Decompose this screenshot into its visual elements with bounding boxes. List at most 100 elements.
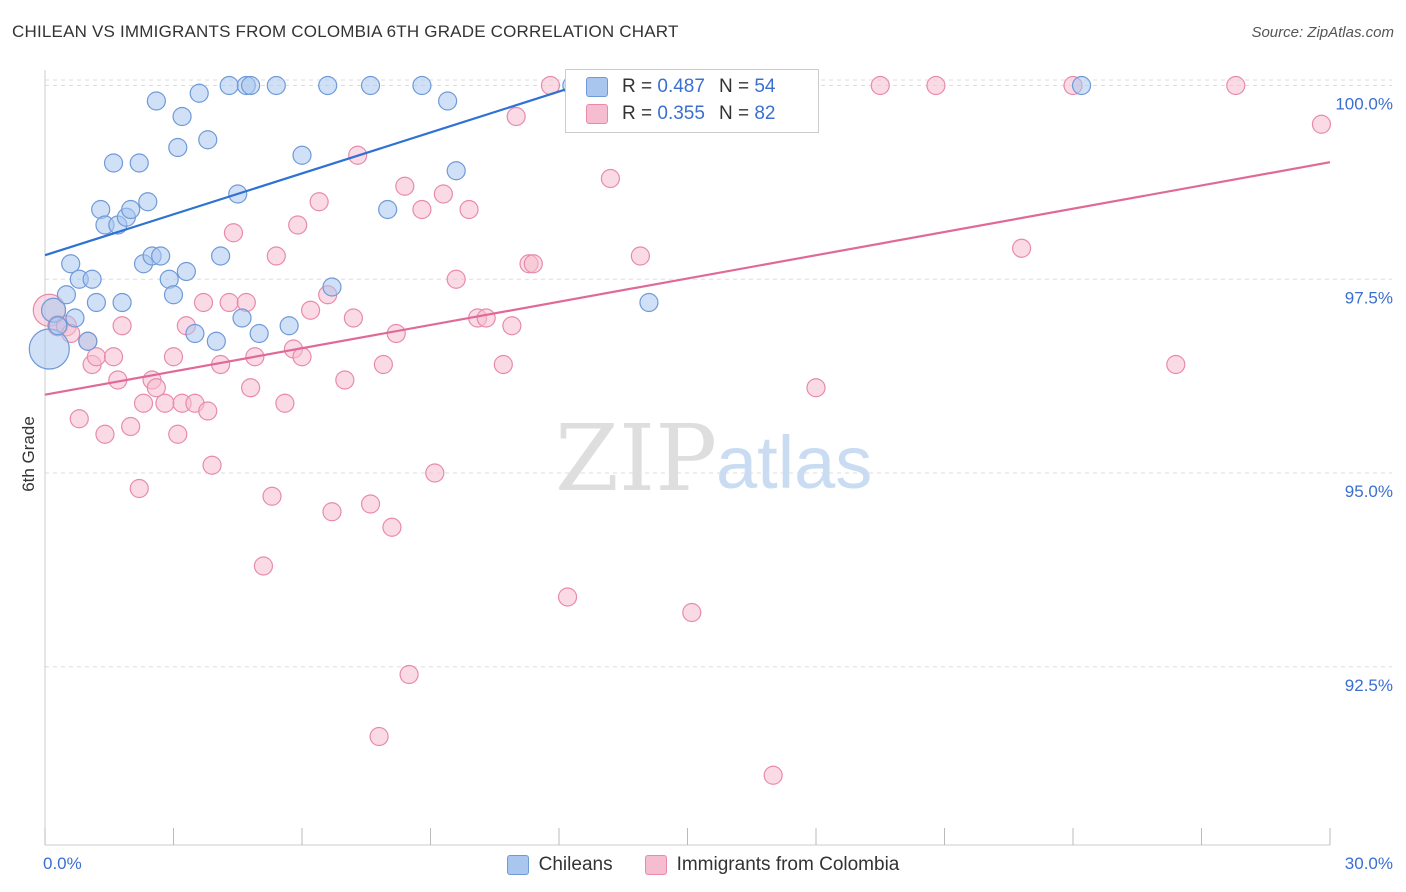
r-label: R = <box>622 103 653 124</box>
colombia-point <box>198 401 218 421</box>
r-value: 0.355 <box>657 103 705 124</box>
colombia-point <box>309 192 329 212</box>
x-tick-label: 0.0% <box>43 854 82 873</box>
r-value: 0.487 <box>657 76 705 97</box>
chileans-point <box>61 254 81 274</box>
colombia-point <box>476 308 496 328</box>
colombia-point <box>69 409 89 429</box>
chileans-point <box>206 331 226 351</box>
colombia-point <box>382 517 402 537</box>
colombia-point <box>133 393 154 413</box>
colombia-point <box>446 269 466 289</box>
colombia-point <box>600 168 621 189</box>
stats-row-colombia: R = 0.355 N = 82 <box>586 102 775 126</box>
y-tick-label: 97.5% <box>1345 288 1393 307</box>
colombia-point <box>630 246 650 266</box>
colombia-point <box>506 106 526 127</box>
source-label: Source: ZipAtlas.com <box>1251 24 1394 41</box>
chileans-point <box>48 316 68 336</box>
chileans-swatch <box>506 855 529 875</box>
colombia-point <box>146 378 166 398</box>
legend-item-colombia[interactable]: Immigrants from Colombia <box>644 854 900 876</box>
chileans-point <box>241 75 261 96</box>
colombia-point <box>202 455 222 475</box>
colombia-point <box>223 223 244 243</box>
colombia-point <box>806 378 826 398</box>
chileans-point <box>146 91 166 111</box>
y-tick-label: 92.5% <box>1345 676 1393 695</box>
axes <box>44 70 1331 846</box>
colombia-point <box>369 726 389 747</box>
colombia-point <box>275 393 295 413</box>
chileans-point <box>219 75 239 96</box>
n-value: 82 <box>754 103 776 124</box>
x-tick-label: 30.0% <box>1345 854 1393 873</box>
colombia-point <box>103 347 124 367</box>
colombia-point <box>360 494 381 514</box>
colombia-point <box>163 347 184 367</box>
chileans-point <box>318 75 338 96</box>
colombia-point <box>193 292 214 313</box>
colombia-point <box>1011 238 1032 258</box>
colombia-point <box>870 75 890 96</box>
chileans-point <box>28 328 70 370</box>
colombia-point <box>168 424 188 444</box>
colombia-point <box>386 323 406 344</box>
colombia-point <box>373 354 393 375</box>
legend-item-chileans[interactable]: Chileans <box>506 854 613 876</box>
colombia-point <box>502 316 522 336</box>
colombia-point <box>433 184 453 204</box>
stats-row-chileans: R = 0.487 N = 54 <box>586 75 775 99</box>
chileans-point <box>185 323 205 344</box>
chileans-swatch <box>586 77 608 97</box>
series-legend: Chileans Immigrants from Colombia <box>0 852 1406 878</box>
axis-labels: 92.5% 95.0% 97.5% 100.0% 0.0% 30.0% <box>43 95 1393 874</box>
colombia-point <box>343 308 363 328</box>
chileans-point <box>639 292 659 313</box>
colombia-point <box>288 215 308 235</box>
y-axis-title: 6th Grade <box>19 416 38 492</box>
colombia-point <box>262 486 282 506</box>
colombia-point <box>121 416 141 437</box>
chileans-point <box>1071 75 1092 96</box>
chileans-point <box>189 83 209 103</box>
watermark-atlas: atlas <box>716 421 872 504</box>
y-tick-label: 95.0% <box>1345 482 1393 501</box>
chileans-point <box>151 246 171 266</box>
chileans-point <box>412 75 432 96</box>
chart-title: CHILEAN VS IMMIGRANTS FROM COLOMBIA 6TH … <box>12 22 679 41</box>
colombia-point <box>300 300 321 320</box>
colombia-point <box>459 199 479 220</box>
colombia-point <box>493 354 513 375</box>
colombia-point <box>523 254 543 274</box>
colombia-point <box>95 424 115 444</box>
stats-legend: R = 0.487 N = 54 R = 0.355 N = 82 <box>565 69 819 133</box>
colombia-point <box>322 502 342 522</box>
chileans-point <box>163 285 184 305</box>
colombia-swatch <box>586 104 608 124</box>
chileans-point <box>378 199 398 220</box>
colombia-point <box>425 463 445 483</box>
chileans-point <box>65 308 85 328</box>
chileans-point <box>86 292 107 313</box>
colombia-point <box>219 292 239 313</box>
colombia-point <box>253 556 274 576</box>
chileans-point <box>446 161 466 181</box>
colombia-point <box>399 664 419 685</box>
chileans-point <box>129 153 149 173</box>
chileans-point <box>112 292 132 313</box>
chileans-point <box>138 192 158 212</box>
watermark: ZIP atlas <box>555 405 872 512</box>
n-label: N = <box>718 76 750 97</box>
colombia-point <box>129 478 149 499</box>
chileans-point <box>82 269 102 289</box>
trend-lines <box>44 83 1331 396</box>
colombia-point <box>112 316 132 336</box>
colombia-point <box>266 246 286 266</box>
legend-label-colombia: Immigrants from Colombia <box>676 854 900 875</box>
colombia-point <box>1311 114 1332 134</box>
chileans-point <box>279 316 299 336</box>
chileans-point <box>292 145 312 165</box>
colombia-trend-line <box>44 161 1331 396</box>
